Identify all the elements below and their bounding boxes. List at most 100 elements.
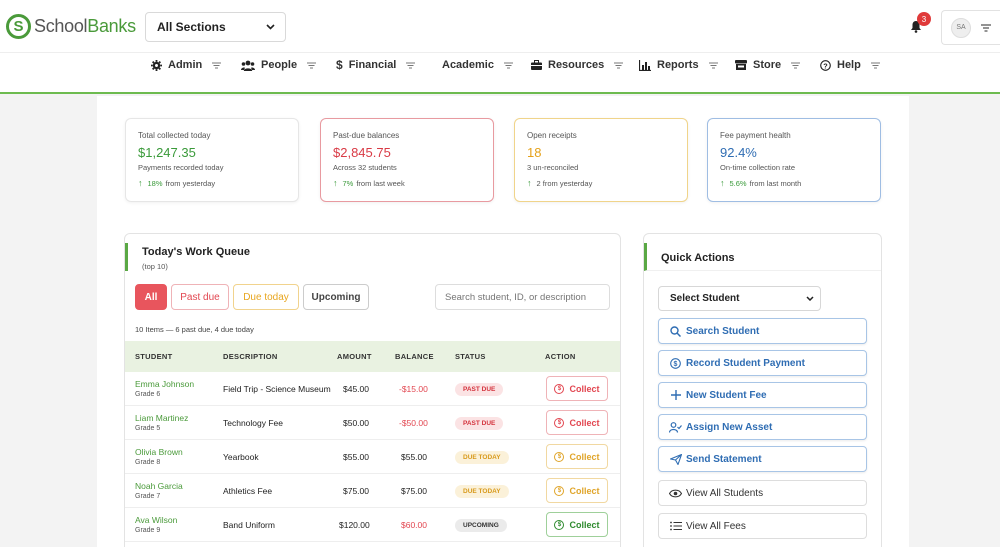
collect-button[interactable]: $ Collect: [546, 410, 608, 435]
table-row[interactable]: Emma Johnson Grade 6 Field Trip - Scienc…: [125, 372, 620, 406]
nav-item-academic[interactable]: Academic: [442, 53, 513, 77]
column-header-balance[interactable]: BALANCE: [395, 352, 434, 361]
column-header-status[interactable]: STATUS: [455, 352, 486, 361]
amount-cell: $55.00: [343, 452, 369, 462]
people-icon: [241, 60, 255, 71]
description-cell: Technology Fee: [223, 418, 284, 428]
nav-item-store[interactable]: Store: [735, 53, 801, 77]
balance-cell: -$50.00: [399, 418, 428, 428]
student-cell: Olivia Brown Grade 8: [135, 447, 183, 466]
table-row[interactable]: Ava Wilson Grade 9 Band Uniform $120.00 …: [125, 508, 620, 542]
collect-button[interactable]: $ Collect: [546, 512, 608, 537]
quick-actions-title: Quick Actions: [661, 252, 735, 264]
student-grade: Grade 7: [135, 493, 161, 500]
work-queue-header: Today's Work Queue (top 10): [125, 243, 250, 271]
nav-label: Academic: [442, 59, 494, 71]
arrow-up-icon: ↑: [527, 178, 532, 188]
description-cell: Athletics Fee: [223, 486, 273, 496]
stat-card-total-collected[interactable]: Total collected today $1,247.35 Payments…: [125, 118, 299, 202]
amount-cell: $75.00: [343, 486, 369, 496]
table-row[interactable]: Noah Garcia Grade 7 Athletics Fee $75.00…: [125, 474, 620, 508]
work-queue-search-input[interactable]: [435, 284, 610, 310]
stat-value: $2,845.75: [333, 145, 391, 160]
menu-icon: [614, 62, 624, 69]
column-header-description[interactable]: DESCRIPTION: [223, 352, 278, 361]
top-header: S SchoolBanks All Sections 3 SA: [0, 0, 1000, 52]
student-name-link[interactable]: Noah Garcia: [135, 481, 183, 491]
arrow-up-icon: ↑: [138, 178, 143, 188]
status-badge: UPCOMING: [455, 519, 507, 532]
dollar-icon: $: [336, 58, 343, 72]
nav-label: Help: [837, 59, 861, 71]
schoolbanks-logo[interactable]: S SchoolBanks: [6, 14, 136, 39]
dollar-circle-icon: $: [554, 451, 565, 462]
balance-cell: -$15.00: [399, 384, 428, 394]
nav-label: Store: [753, 59, 782, 71]
stat-change-pct: 7%: [342, 178, 354, 188]
view-all-students-button[interactable]: View All Students: [658, 480, 867, 506]
student-name-link[interactable]: Liam Martinez: [135, 413, 189, 423]
collect-button[interactable]: $ Collect: [546, 376, 608, 401]
new-student-fee-button[interactable]: New Student Fee: [658, 382, 867, 408]
collect-label: Collect: [569, 451, 600, 462]
filter-all-button[interactable]: All: [135, 284, 167, 310]
collect-button[interactable]: $ Collect: [546, 478, 608, 503]
notifications-button[interactable]: 3: [905, 12, 931, 37]
nav-item-help[interactable]: ? Help: [820, 53, 880, 77]
dollar-circle-icon: $: [554, 519, 565, 530]
nav-item-financial[interactable]: $ Financial: [336, 53, 416, 77]
nav-item-people[interactable]: People: [241, 53, 317, 77]
column-header-action[interactable]: ACTION: [545, 352, 576, 361]
status-badge: DUE TODAY: [455, 485, 509, 498]
work-queue-subtitle: (top 10): [142, 262, 168, 271]
nav-label: Reports: [657, 59, 699, 71]
collect-button[interactable]: $ Collect: [546, 444, 608, 469]
button-label: Send Statement: [686, 453, 762, 465]
help-icon: ?: [820, 59, 831, 71]
svg-text:?: ?: [823, 61, 828, 70]
menu-icon: [212, 62, 222, 69]
quick-actions-header: Quick Actions: [644, 243, 881, 271]
student-name-link[interactable]: Ava Wilson: [135, 515, 178, 525]
description-cell: Band Uniform: [223, 520, 275, 530]
send-icon: [669, 453, 682, 465]
send-statement-button[interactable]: Send Statement: [658, 446, 867, 472]
student-cell: Liam Martinez Grade 5: [135, 413, 188, 432]
plus-icon: [669, 390, 682, 400]
balance-cell: $75.00: [401, 486, 427, 496]
filter-due-today-button[interactable]: Due today: [233, 284, 299, 310]
user-menu[interactable]: SA: [941, 10, 1000, 45]
stat-change-pct: 5.6%: [729, 178, 747, 188]
select-student-dropdown[interactable]: Select Student: [658, 286, 821, 311]
assign-new-asset-button[interactable]: Assign New Asset: [658, 414, 867, 440]
stat-card-open-receipts[interactable]: Open receipts 18 3 un-reconciled ↑ 2 fro…: [514, 118, 688, 202]
search-student-button[interactable]: Search Student: [658, 318, 867, 344]
status-badge: DUE TODAY: [455, 451, 509, 464]
student-grade: Grade 8: [135, 459, 161, 466]
view-all-fees-button[interactable]: View All Fees: [658, 513, 867, 539]
balance-cell: $55.00: [401, 452, 427, 462]
student-name-link[interactable]: Olivia Brown: [135, 447, 183, 457]
stat-change: ↑ 5.6% from last month: [720, 178, 868, 188]
filter-past-due-button[interactable]: Past due: [171, 284, 229, 310]
student-cell: Emma Johnson Grade 6: [135, 379, 194, 398]
filter-upcoming-button[interactable]: Upcoming: [303, 284, 369, 310]
dashboard-content: Total collected today $1,247.35 Payments…: [97, 96, 909, 547]
nav-item-admin[interactable]: Admin: [151, 53, 222, 77]
menu-icon: [870, 62, 880, 69]
dollar-circle-icon: $: [669, 357, 682, 369]
column-header-amount[interactable]: AMOUNT: [337, 352, 372, 361]
stat-card-fee-health[interactable]: Fee payment health 92.4% On-time collect…: [707, 118, 881, 202]
column-header-student[interactable]: STUDENT: [135, 352, 173, 361]
stat-card-past-due[interactable]: Past-due balances $2,845.75 Across 32 st…: [320, 118, 494, 202]
nav-item-resources[interactable]: Resources: [531, 53, 624, 77]
nav-item-reports[interactable]: Reports: [639, 53, 718, 77]
section-select[interactable]: All Sections: [145, 12, 286, 42]
work-queue-panel: Today's Work Queue (top 10) All Past due…: [124, 233, 621, 547]
table-row[interactable]: Liam Martinez Grade 5 Technology Fee $50…: [125, 406, 620, 440]
record-student-payment-button[interactable]: $ Record Student Payment: [658, 350, 867, 376]
student-name-link[interactable]: Emma Johnson: [135, 379, 195, 389]
student-grade: Grade 6: [135, 391, 161, 398]
table-row[interactable]: Olivia Brown Grade 8 Yearbook $55.00 $55…: [125, 440, 620, 474]
logo-text: SchoolBanks: [34, 16, 136, 37]
